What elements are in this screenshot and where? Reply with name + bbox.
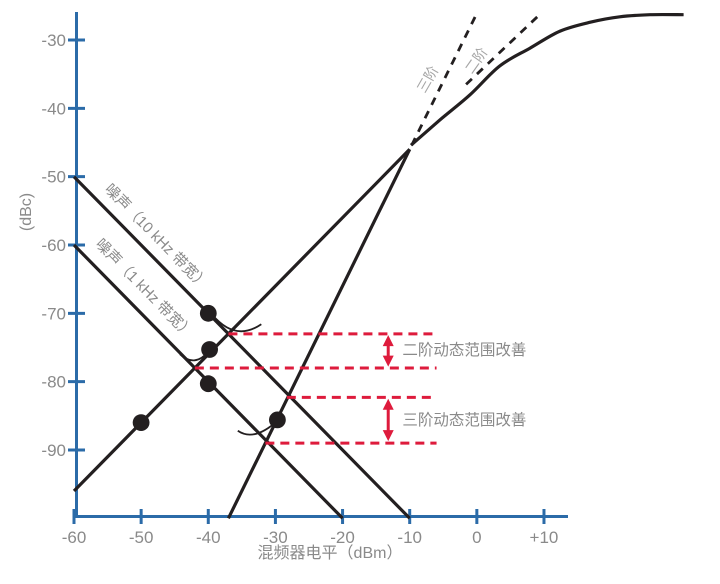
range-arrow-head-up [382,398,394,410]
third-order-ext-line [410,14,478,146]
range-arrow-head-down [382,430,394,442]
x-tick-label: -10 [397,528,422,547]
compression-curve-line [409,12,684,147]
range-arrow-head-down [382,355,394,367]
range-improvement-label: 二阶动态范围改善 [402,341,526,359]
data-dot [201,341,219,358]
x-tick-label: 0 [472,528,481,547]
noise-10khz-label: 噪声（10 kHz 带宽） [101,180,213,293]
data-dot [269,411,286,429]
x-tick-label: -50 [129,528,154,547]
y-tick-label: -40 [41,99,66,118]
y-tick-label: -70 [41,304,66,323]
noise-10khz-line [72,175,411,520]
y-tick-label: -30 [41,31,66,50]
data-dot [132,414,150,431]
y-axis-title: (dBc) [18,193,35,231]
y-tick-label: -50 [41,168,66,187]
data-dot [199,375,217,393]
x-tick-label: -30 [263,528,288,547]
second-order-ext-line [465,15,539,86]
range-improvement-label: 三阶动态范围改善 [402,411,526,429]
smooth-join-arc [211,314,262,333]
x-axis-title: 混频器电平（dBm） [258,544,403,562]
data-dot [199,304,217,322]
range-arrow-head-up [382,335,394,347]
y-tick-label: -80 [41,373,66,392]
y-tick-label: -60 [41,236,66,255]
x-tick-label: +10 [530,528,559,547]
x-tick-label: -60 [62,528,87,547]
y-tick-label: -90 [41,441,66,460]
x-tick-label: -40 [196,528,221,547]
x-tick-label: -20 [330,528,355,547]
second-order-ext-label: 二阶 [462,44,491,76]
second-order-line [72,148,411,493]
